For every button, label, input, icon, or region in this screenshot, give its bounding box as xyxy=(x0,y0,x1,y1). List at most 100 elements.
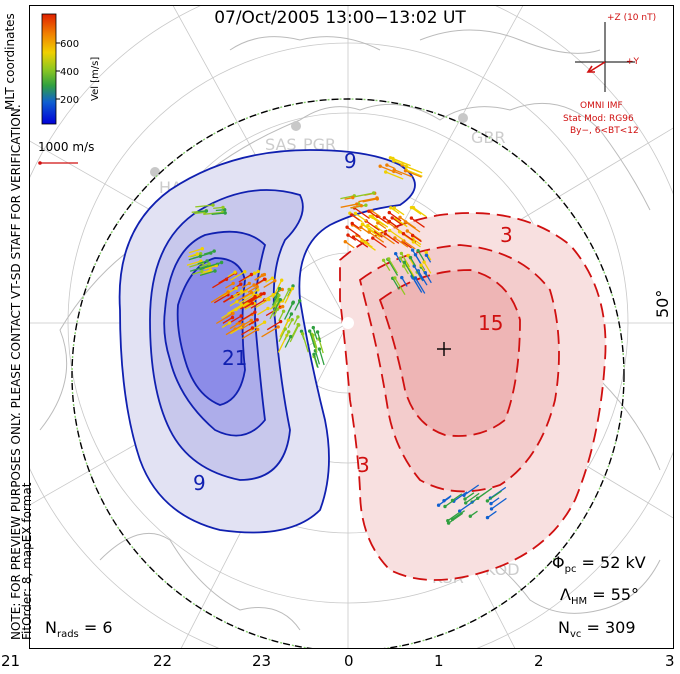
velocity-vector-origin xyxy=(277,293,281,298)
velocity-vector-origin xyxy=(252,283,256,287)
velocity-vector-origin xyxy=(476,496,480,500)
velocity-vector-origin xyxy=(255,318,259,322)
velocity-vector-origin xyxy=(378,164,382,168)
mlt-tick: 1 xyxy=(434,652,444,670)
velocity-vector xyxy=(340,203,357,208)
velocity-vector-origin xyxy=(207,262,211,266)
velocity-vector-origin xyxy=(223,211,227,215)
velocity-vector-origin xyxy=(298,299,302,303)
velocity-vector xyxy=(354,207,370,220)
velocity-vector xyxy=(385,171,404,180)
velocity-vector-origin xyxy=(394,252,398,256)
velocity-vector-origin xyxy=(389,206,393,210)
velocity-vector-origin xyxy=(266,306,270,311)
velocity-vector-origin xyxy=(291,284,295,288)
velocity-vector xyxy=(383,259,391,272)
velocity-vector xyxy=(453,491,468,502)
velocity-vector-origin xyxy=(287,287,291,292)
velocity-vector xyxy=(413,265,424,282)
velocity-vector-origin xyxy=(364,203,368,207)
velocity-vector-origin xyxy=(446,521,451,525)
velocity-vector-origin xyxy=(280,278,284,282)
velocity-vector-origin xyxy=(405,229,409,233)
dawn-contours xyxy=(339,212,607,581)
velocity-vector xyxy=(350,205,362,209)
velocity-vector xyxy=(395,218,408,228)
velocity-vector-origin xyxy=(213,269,217,273)
velocity-vector-origin xyxy=(375,197,379,201)
velocity-vector-origin xyxy=(209,251,213,255)
velocity-vector xyxy=(452,493,463,501)
preview-note: NOTE: FOR PREVIEW PURPOSES ONLY. PLEASE … xyxy=(9,104,23,640)
velocity-vector-origin xyxy=(402,264,406,268)
station-label-sas: SAS xyxy=(265,135,297,154)
velocity-vector-origin xyxy=(262,291,266,296)
velocity-vector-origin xyxy=(208,268,213,272)
velocity-vector xyxy=(417,250,425,261)
velocity-vector xyxy=(318,348,325,366)
velocity-vector xyxy=(203,211,223,215)
dawn-convection-cell xyxy=(340,213,606,580)
velocity-vector-origin xyxy=(239,282,243,286)
velocity-vector-origin xyxy=(226,290,230,294)
velocity-vector-origin xyxy=(489,507,494,511)
stat-n-vc: Nvc = 309 xyxy=(558,618,636,641)
velocity-vector-origin xyxy=(353,211,358,216)
velocity-vector-origin xyxy=(281,309,286,313)
mlt-tick: 0 xyxy=(344,652,354,670)
velocity-vector-origin xyxy=(252,271,257,275)
velocity-vector xyxy=(412,234,422,243)
stat-phi-pc: Φpc = 52 kV xyxy=(552,553,646,576)
velocity-vector-origin xyxy=(401,232,406,236)
velocity-vector-origin xyxy=(296,315,300,319)
velocity-vector xyxy=(423,261,432,274)
velocity-vector-origin xyxy=(262,277,267,281)
velocity-vector-origin xyxy=(281,304,285,309)
velocity-vector-origin xyxy=(233,270,237,274)
velocity-vector-origin xyxy=(367,230,371,234)
velocity-vector-origin xyxy=(253,310,257,314)
velocity-vector xyxy=(463,484,480,496)
velocity-vector-origin xyxy=(278,298,282,302)
contour-label: 15 xyxy=(478,311,503,335)
velocity-vector xyxy=(238,311,256,323)
velocity-vector xyxy=(186,260,202,266)
velocity-vector-origin xyxy=(463,497,467,501)
latitude-label: 50° xyxy=(653,290,672,318)
velocity-vector-origin xyxy=(297,323,301,327)
velocity-vector-origin xyxy=(286,318,290,322)
velocity-vector xyxy=(388,258,398,274)
velocity-vector xyxy=(368,229,381,238)
velocity-vector-origin xyxy=(485,515,490,520)
velocity-vector-origin xyxy=(410,248,415,252)
velocity-vector xyxy=(403,240,416,250)
velocity-vector-origin xyxy=(398,215,402,219)
velocity-vector-origin xyxy=(436,503,441,507)
coordinates-label: MLT coordinates xyxy=(3,13,17,110)
velocity-vector-origin xyxy=(291,300,295,304)
velocity-vector-origin xyxy=(255,285,259,289)
velocity-vector xyxy=(394,169,413,178)
velocity-vector-origin xyxy=(411,240,416,244)
velocity-vector xyxy=(301,333,309,353)
velocity-vector xyxy=(289,324,300,343)
velocity-vector xyxy=(393,160,407,167)
velocity-vector xyxy=(310,334,318,353)
velocity-vector-origin xyxy=(387,228,392,233)
velocity-vector-origin xyxy=(403,169,408,173)
velocity-vector-origin xyxy=(458,509,462,513)
velocity-vector-origin xyxy=(416,249,420,253)
velocity-vector xyxy=(316,331,322,343)
velocity-vector xyxy=(406,165,423,174)
velocity-vector-origin xyxy=(376,221,380,225)
velocity-vector xyxy=(229,290,247,302)
velocity-vector xyxy=(273,288,281,300)
colorbar-tick: 600 xyxy=(60,39,79,50)
velocity-vector xyxy=(241,327,253,336)
velocity-vector xyxy=(368,231,385,243)
velocity-vector-origin xyxy=(200,247,204,251)
velocity-vector-origin xyxy=(221,205,225,210)
velocity-vector xyxy=(266,321,281,331)
velocity-vector-origin xyxy=(398,256,403,260)
contour-label: 9 xyxy=(193,471,206,495)
